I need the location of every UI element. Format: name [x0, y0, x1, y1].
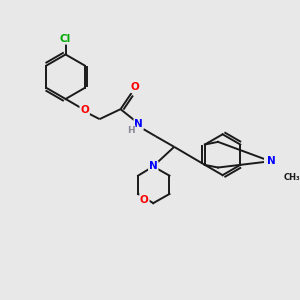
Text: O: O — [80, 105, 89, 115]
Text: N: N — [134, 119, 143, 129]
Text: N: N — [267, 156, 276, 166]
Text: Cl: Cl — [60, 34, 71, 44]
Text: N: N — [149, 161, 158, 172]
Text: H: H — [128, 126, 135, 135]
Text: O: O — [140, 195, 149, 205]
Text: CH₃: CH₃ — [284, 173, 300, 182]
Text: O: O — [130, 82, 139, 92]
